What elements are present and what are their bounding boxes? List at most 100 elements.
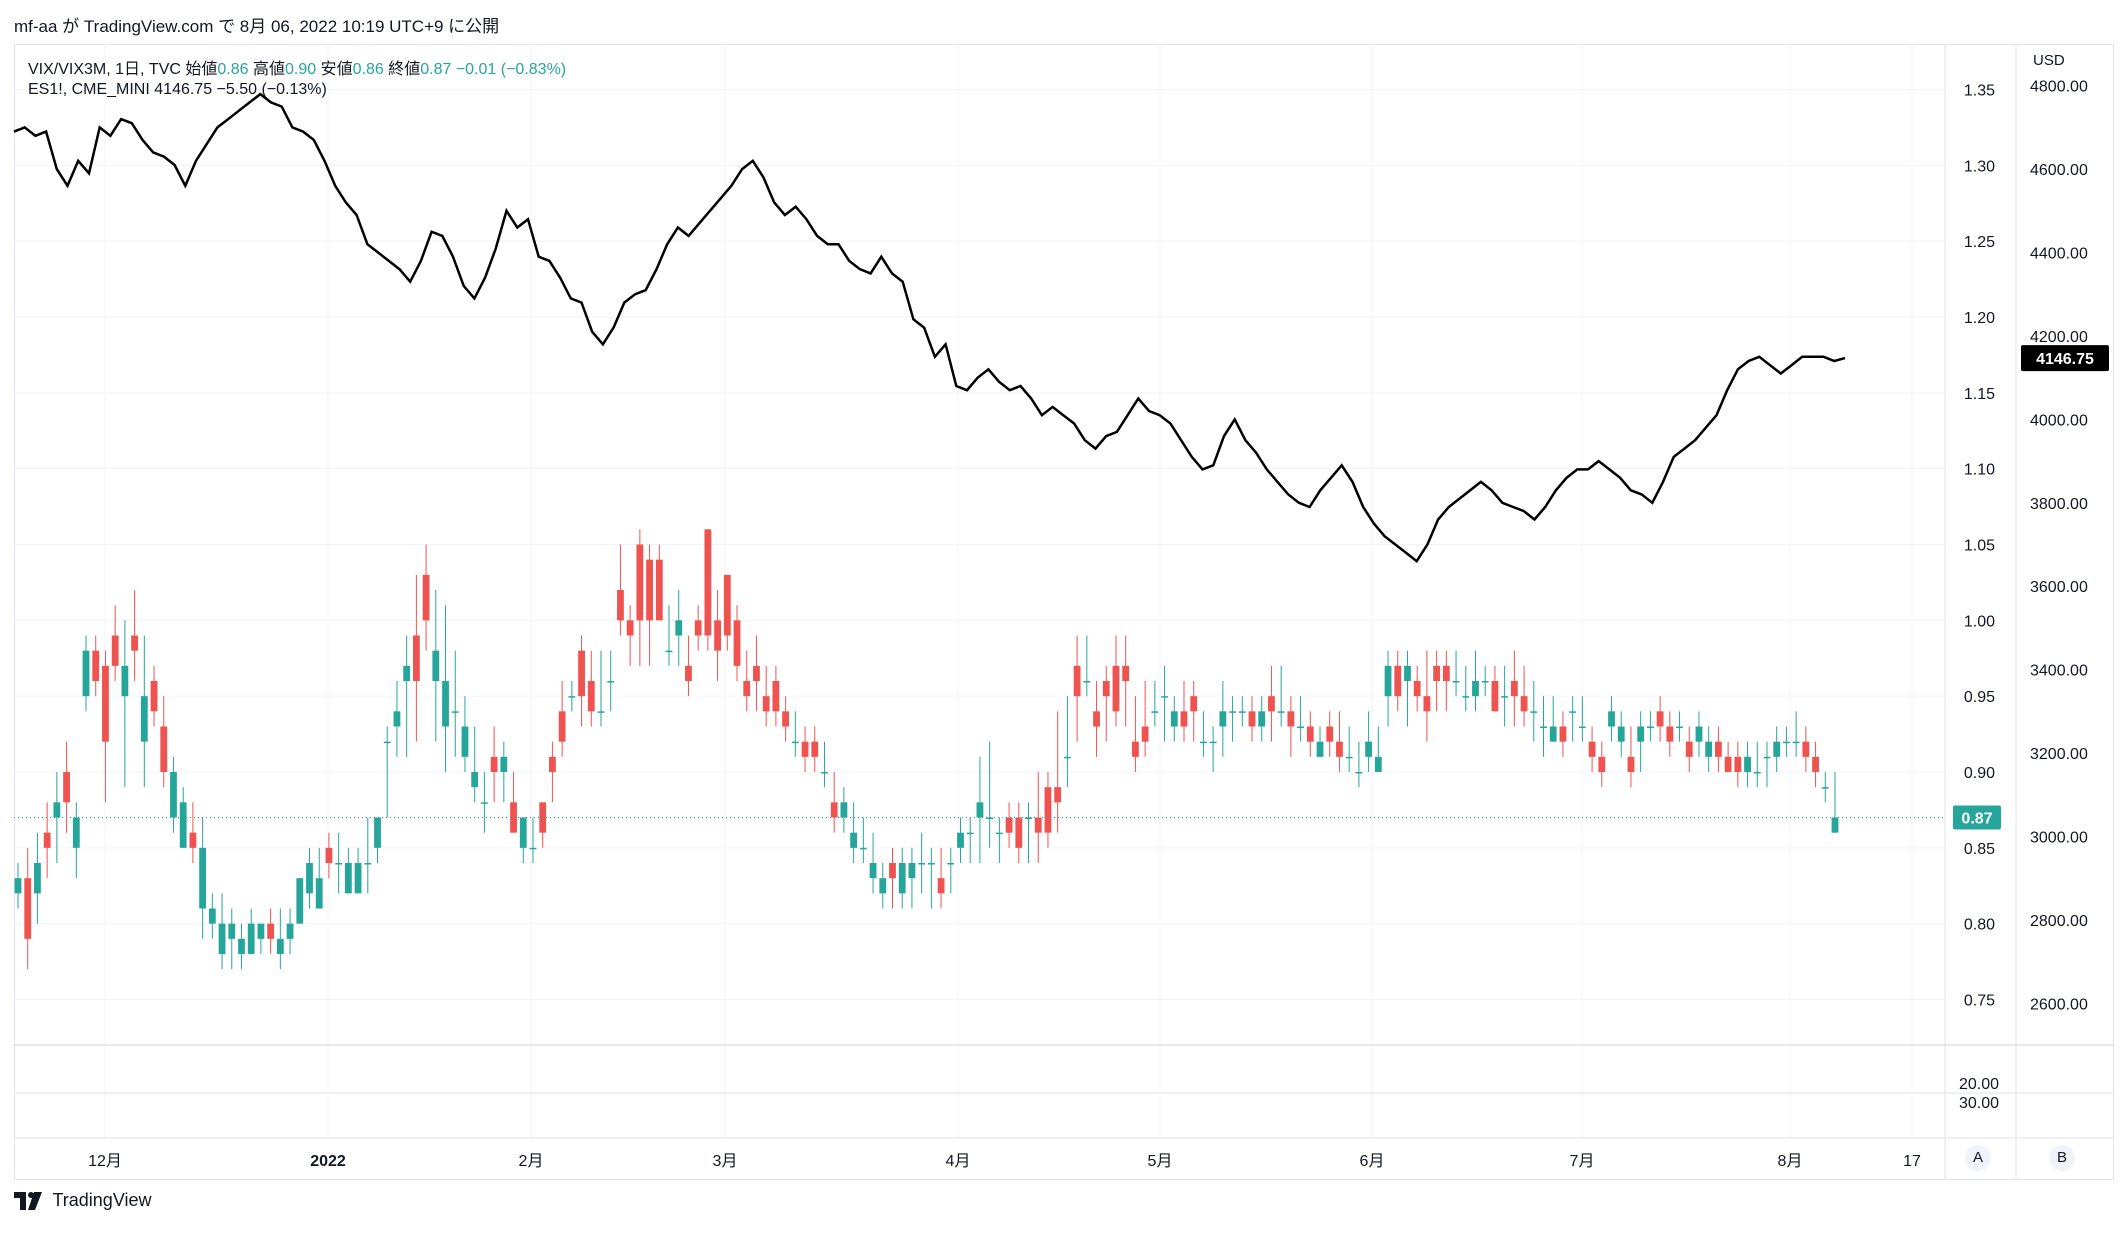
legend-open: 0.86 bbox=[217, 61, 249, 78]
candle-body bbox=[1812, 756, 1819, 772]
candle-body bbox=[937, 878, 945, 894]
candle-body bbox=[1452, 681, 1460, 683]
candle-body bbox=[1229, 711, 1236, 713]
legend-main-symbol[interactable]: VIX/VIX3M, 1日, TVC bbox=[28, 61, 181, 78]
legend-compare-value: 4146.75 bbox=[154, 81, 213, 98]
candle-body bbox=[1734, 756, 1742, 772]
candle-body bbox=[830, 802, 838, 818]
candle-body bbox=[296, 878, 304, 924]
candle-body bbox=[325, 847, 333, 863]
candle-body bbox=[1277, 711, 1285, 713]
candle-body bbox=[1384, 665, 1392, 697]
es-price-label: 4146.75 bbox=[2036, 351, 2094, 368]
candle-body bbox=[170, 772, 177, 818]
left-axis-tick: 0.80 bbox=[1964, 917, 1995, 934]
candle-body bbox=[238, 938, 245, 954]
left-axis-tick: 1.10 bbox=[1964, 462, 1995, 479]
candle-body bbox=[1821, 787, 1829, 789]
candle-body bbox=[1695, 726, 1703, 742]
candle-body bbox=[694, 620, 702, 636]
candle-body bbox=[471, 772, 479, 788]
candle-body bbox=[714, 620, 721, 651]
candle-body bbox=[1238, 711, 1246, 713]
candle-body bbox=[1306, 726, 1314, 742]
candle-body bbox=[1646, 726, 1654, 728]
candle-body bbox=[480, 802, 488, 804]
candle-body bbox=[121, 665, 129, 697]
candle-body bbox=[1219, 711, 1227, 727]
footer-brand[interactable]: TradingView bbox=[52, 1190, 152, 1210]
currency-label: USD bbox=[2033, 52, 2065, 69]
candle-body bbox=[869, 863, 877, 879]
tradingview-logo-icon bbox=[14, 1191, 42, 1210]
candle-body bbox=[753, 665, 760, 681]
candle-body bbox=[1433, 665, 1441, 681]
candle-body bbox=[957, 832, 964, 848]
candle-body bbox=[1316, 741, 1324, 757]
legend-compare-symbol[interactable]: ES1!, CME_MINI bbox=[28, 81, 150, 98]
candle-body bbox=[1102, 681, 1110, 697]
candle-body bbox=[344, 863, 352, 894]
candle-body bbox=[102, 665, 109, 742]
candle-body bbox=[811, 741, 819, 757]
candle-body bbox=[1666, 726, 1674, 742]
candle-body bbox=[131, 635, 138, 651]
chart-frame[interactable] bbox=[14, 44, 2114, 1180]
candle-body bbox=[1063, 756, 1071, 759]
left-axis-tick: 1.20 bbox=[1964, 310, 1995, 327]
candle-body bbox=[1394, 665, 1402, 697]
time-axis-tick: 8月 bbox=[1778, 1153, 1803, 1170]
candle-body bbox=[879, 878, 887, 894]
candle-body bbox=[286, 923, 294, 939]
candle-body bbox=[1112, 665, 1120, 712]
candle-body bbox=[1588, 741, 1596, 757]
candle-body bbox=[655, 559, 663, 621]
candle-body bbox=[208, 908, 216, 924]
candle-body bbox=[646, 559, 653, 621]
candle-body bbox=[733, 620, 741, 666]
candle-body bbox=[1025, 817, 1032, 819]
right-axis-tick: 4200.00 bbox=[2030, 329, 2088, 346]
candle-body bbox=[1093, 711, 1100, 727]
candle-body bbox=[947, 863, 955, 865]
candle-body bbox=[1005, 817, 1013, 833]
candle-body bbox=[1744, 756, 1751, 772]
candle-body bbox=[782, 711, 790, 727]
candle-body bbox=[1598, 756, 1606, 772]
candle-body bbox=[53, 802, 61, 818]
candle-body bbox=[549, 756, 556, 772]
time-axis-tick: 12月 bbox=[88, 1153, 122, 1170]
left-axis-tick: 0.90 bbox=[1964, 765, 1995, 782]
candle-body bbox=[247, 923, 255, 954]
lower-axis-tick: 20.00 bbox=[1959, 1076, 1999, 1093]
time-axis-tick: 4月 bbox=[946, 1153, 971, 1170]
left-axis-tick: 1.35 bbox=[1964, 83, 1995, 100]
legend-open-label: 始値 bbox=[185, 61, 218, 78]
auto-scale-button[interactable]: A bbox=[1965, 1145, 1991, 1171]
legend-high: 0.90 bbox=[285, 61, 317, 78]
time-axis-tick: 2月 bbox=[519, 1153, 544, 1170]
candle-body bbox=[432, 650, 440, 681]
candle-body bbox=[315, 878, 323, 909]
right-axis-tick: 4400.00 bbox=[2030, 246, 2088, 263]
candle-body bbox=[1608, 711, 1615, 727]
candle-body bbox=[1802, 741, 1810, 757]
candle-body bbox=[850, 832, 858, 848]
time-axis-tick: 6月 bbox=[1360, 1153, 1385, 1170]
candle-body bbox=[1423, 696, 1431, 712]
candle-body bbox=[976, 802, 984, 818]
candle-body bbox=[510, 802, 517, 833]
candle-body bbox=[1578, 726, 1586, 728]
candle-body bbox=[354, 863, 362, 894]
candle-body bbox=[859, 847, 867, 850]
candle-body bbox=[995, 832, 1003, 835]
last-price-badge bbox=[1953, 805, 2001, 830]
scale-b-button[interactable]: B bbox=[2049, 1145, 2075, 1171]
candle-body bbox=[72, 817, 80, 848]
right-axis-tick: 4000.00 bbox=[2030, 412, 2088, 429]
candle-body bbox=[1540, 726, 1547, 728]
right-axis-tick: 3200.00 bbox=[2030, 746, 2088, 763]
candle-body bbox=[1170, 711, 1178, 727]
candle-body bbox=[597, 711, 605, 713]
